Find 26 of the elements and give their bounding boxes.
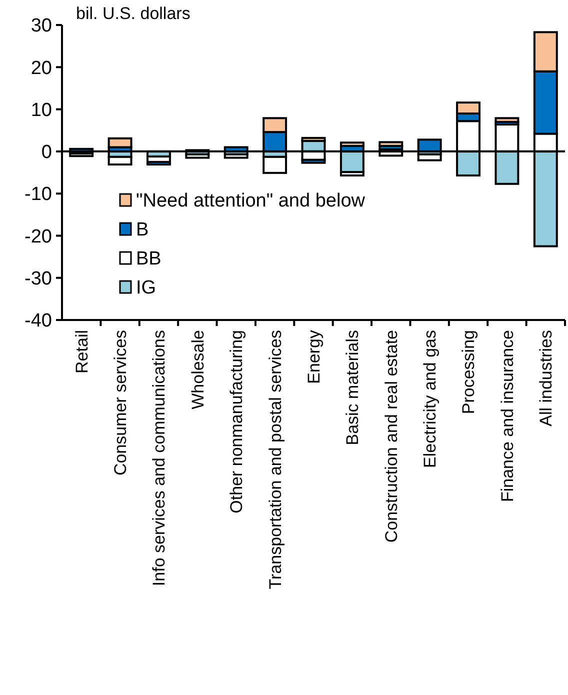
- legend-label: BB: [136, 248, 162, 270]
- x-tick-label: Construction and real estate: [382, 330, 401, 543]
- y-axis-title: bil. U.S. dollars: [76, 4, 190, 23]
- y-tick-label: -30: [24, 268, 52, 290]
- legend-label: "Need attention" and below: [136, 190, 366, 212]
- x-tick-label: Consumer services: [110, 330, 130, 476]
- x-tick-label: Finance and insurance: [498, 330, 517, 502]
- y-tick-label: 0: [41, 142, 52, 164]
- x-tick-label: Basic materials: [343, 330, 362, 446]
- y-tick-label: 30: [30, 16, 52, 37]
- y-tick-label: -20: [24, 226, 52, 248]
- x-tick-label: Electricity and gas: [420, 330, 440, 468]
- legend-label: IG: [136, 278, 156, 299]
- legend-label: B: [136, 220, 149, 241]
- x-tick-label: Processing: [459, 330, 478, 414]
- x-tick-label: Energy: [304, 330, 324, 384]
- x-tick-label: Info services and communications: [150, 330, 169, 586]
- x-tick-label: Wholesale: [188, 330, 208, 410]
- x-tick-label: All industries: [536, 330, 556, 426]
- y-tick-label: -10: [24, 184, 52, 206]
- y-tick-label: 20: [30, 58, 52, 79]
- x-tick-label: Transportation and postal services: [266, 330, 285, 590]
- y-tick-label: 10: [30, 100, 52, 121]
- y-tick-label: -40: [24, 310, 52, 332]
- x-tick-label: Other nonmanufacturing: [227, 330, 246, 514]
- x-tick-label: Retail: [72, 330, 92, 374]
